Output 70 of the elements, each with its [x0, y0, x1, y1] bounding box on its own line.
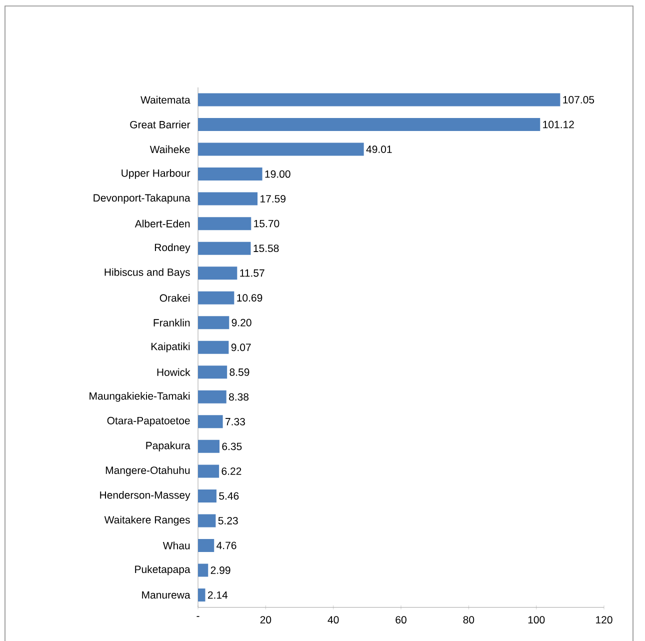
data-label: 19.00 — [265, 170, 290, 178]
y-tick-label: Howick — [157, 368, 190, 376]
y-tick-label: Rodney — [154, 243, 190, 254]
y-tick-label: Kaipatiki — [151, 342, 190, 352]
y-tick-label: Henderson-Massey — [100, 491, 190, 501]
bar — [198, 192, 258, 206]
data-label: 10.69 — [237, 294, 262, 302]
y-tick-label: Otara-Papatoetoe — [107, 416, 190, 426]
data-label: 5.23 — [218, 517, 238, 524]
y-tick-label: Waiheke — [150, 145, 190, 154]
bar — [198, 291, 234, 304]
data-label: 101.12 — [543, 120, 574, 128]
y-tick-label: Franklin — [154, 318, 190, 326]
x-tick-label: 100 — [528, 616, 545, 624]
x-tick-label: 120 — [596, 616, 612, 624]
data-label: 11.57 — [240, 269, 264, 277]
bar — [198, 564, 208, 577]
data-label: 9.20 — [232, 318, 252, 326]
bar — [198, 538, 214, 552]
bar — [198, 316, 230, 330]
y-tick-label: Puketapapa — [135, 565, 190, 576]
bar — [198, 142, 364, 156]
data-label: 17.59 — [260, 195, 286, 203]
data-label: 9.07 — [231, 344, 251, 352]
data-label: 6.35 — [222, 442, 242, 450]
bar — [198, 366, 228, 379]
y-tick-label: Waitemata — [140, 96, 190, 104]
y-tick-label: Albert-Eden — [134, 220, 190, 228]
data-label: 5.46 — [219, 492, 239, 500]
y-tick-label: Manurewa — [142, 591, 190, 599]
data-label: 49.01 — [366, 146, 392, 154]
data-label: 8.38 — [229, 393, 249, 401]
bar — [198, 168, 262, 181]
bar — [198, 415, 223, 428]
data-label: 4.76 — [216, 542, 236, 550]
x-tick-label: 60 — [396, 616, 406, 624]
y-tick-label: Devonport-Takapuna — [94, 194, 190, 204]
bar — [198, 242, 251, 255]
y-tick-label: Upper Harbour — [122, 169, 190, 179]
bar — [198, 93, 560, 106]
y-tick-label: Whau — [162, 542, 190, 550]
x-tick-label: - — [196, 616, 200, 617]
data-label: 2.99 — [210, 566, 230, 574]
data-label: 15.70 — [254, 220, 280, 228]
data-label: 2.14 — [208, 591, 228, 599]
data-label: 6.22 — [222, 467, 242, 475]
y-tick-label: Great Barrier — [130, 120, 190, 128]
y-tick-label: Waitakere Ranges — [104, 516, 190, 526]
bar — [198, 340, 229, 354]
bar — [198, 440, 220, 453]
y-tick-label: Hibiscus and Bays — [104, 268, 190, 278]
bar — [198, 514, 216, 528]
y-tick-label: Papakura — [146, 442, 190, 452]
bar — [198, 464, 220, 478]
data-label: 7.33 — [226, 418, 245, 426]
bar — [198, 118, 540, 132]
bar — [198, 266, 238, 280]
data-label: 15.58 — [254, 244, 279, 252]
bar — [198, 390, 226, 404]
data-label: 107.05 — [563, 96, 594, 104]
y-tick-label: Maungakiekie-Tamaki — [90, 392, 190, 402]
bar — [198, 489, 216, 502]
x-tick-label: 40 — [328, 616, 339, 624]
y-tick-label: Mangere-Otahuhu — [106, 466, 190, 476]
x-tick-label: 80 — [463, 616, 474, 624]
bar — [198, 588, 206, 602]
data-label: 8.59 — [230, 368, 250, 376]
x-tick-label: 20 — [260, 616, 272, 624]
y-tick-label: Orakei — [160, 294, 190, 302]
bar — [198, 217, 252, 230]
